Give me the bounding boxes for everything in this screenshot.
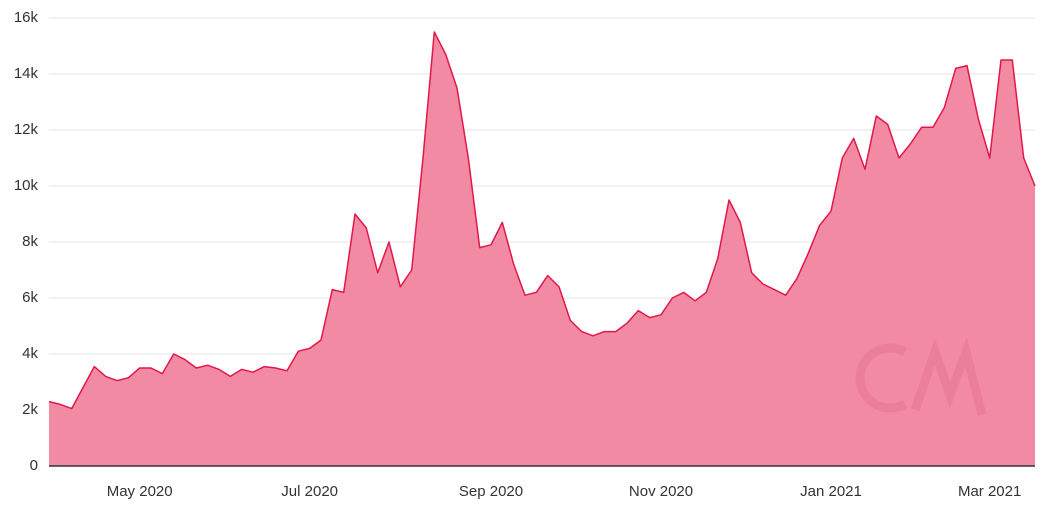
- x-tick-label: Nov 2020: [629, 483, 693, 500]
- line: [48, 31, 1036, 410]
- y-tick-label: 6k: [22, 289, 38, 306]
- x-tick-label: Mar 2021: [958, 483, 1021, 500]
- area: [49, 32, 1035, 466]
- x-tick-label: Sep 2020: [459, 483, 523, 500]
- plot: 0 2k 4k 6k 8k 10k 12k 14k 16k May 2020 Jul 2020 Sep…: [14, 9, 1036, 500]
- watermark-logo: [855, 336, 987, 417]
- x-tick-label: Jul 2020: [281, 483, 338, 500]
- x-tick-label: May 2020: [107, 483, 173, 500]
- y-tick-label: 12k: [14, 121, 39, 138]
- y-tick-label: 10k: [14, 177, 39, 194]
- x-tick-label: Jan 2021: [800, 483, 862, 500]
- y-tick-label: 2k: [22, 401, 38, 418]
- y-tick-label: 14k: [14, 65, 39, 82]
- y-tick-label: 8k: [22, 233, 38, 250]
- logo-m: [910, 336, 987, 417]
- y-tick-label: 4k: [22, 345, 38, 362]
- y-tick-label: 0: [30, 457, 38, 474]
- logo-c: [855, 343, 908, 413]
- y-tick-label: 16k: [14, 9, 39, 26]
